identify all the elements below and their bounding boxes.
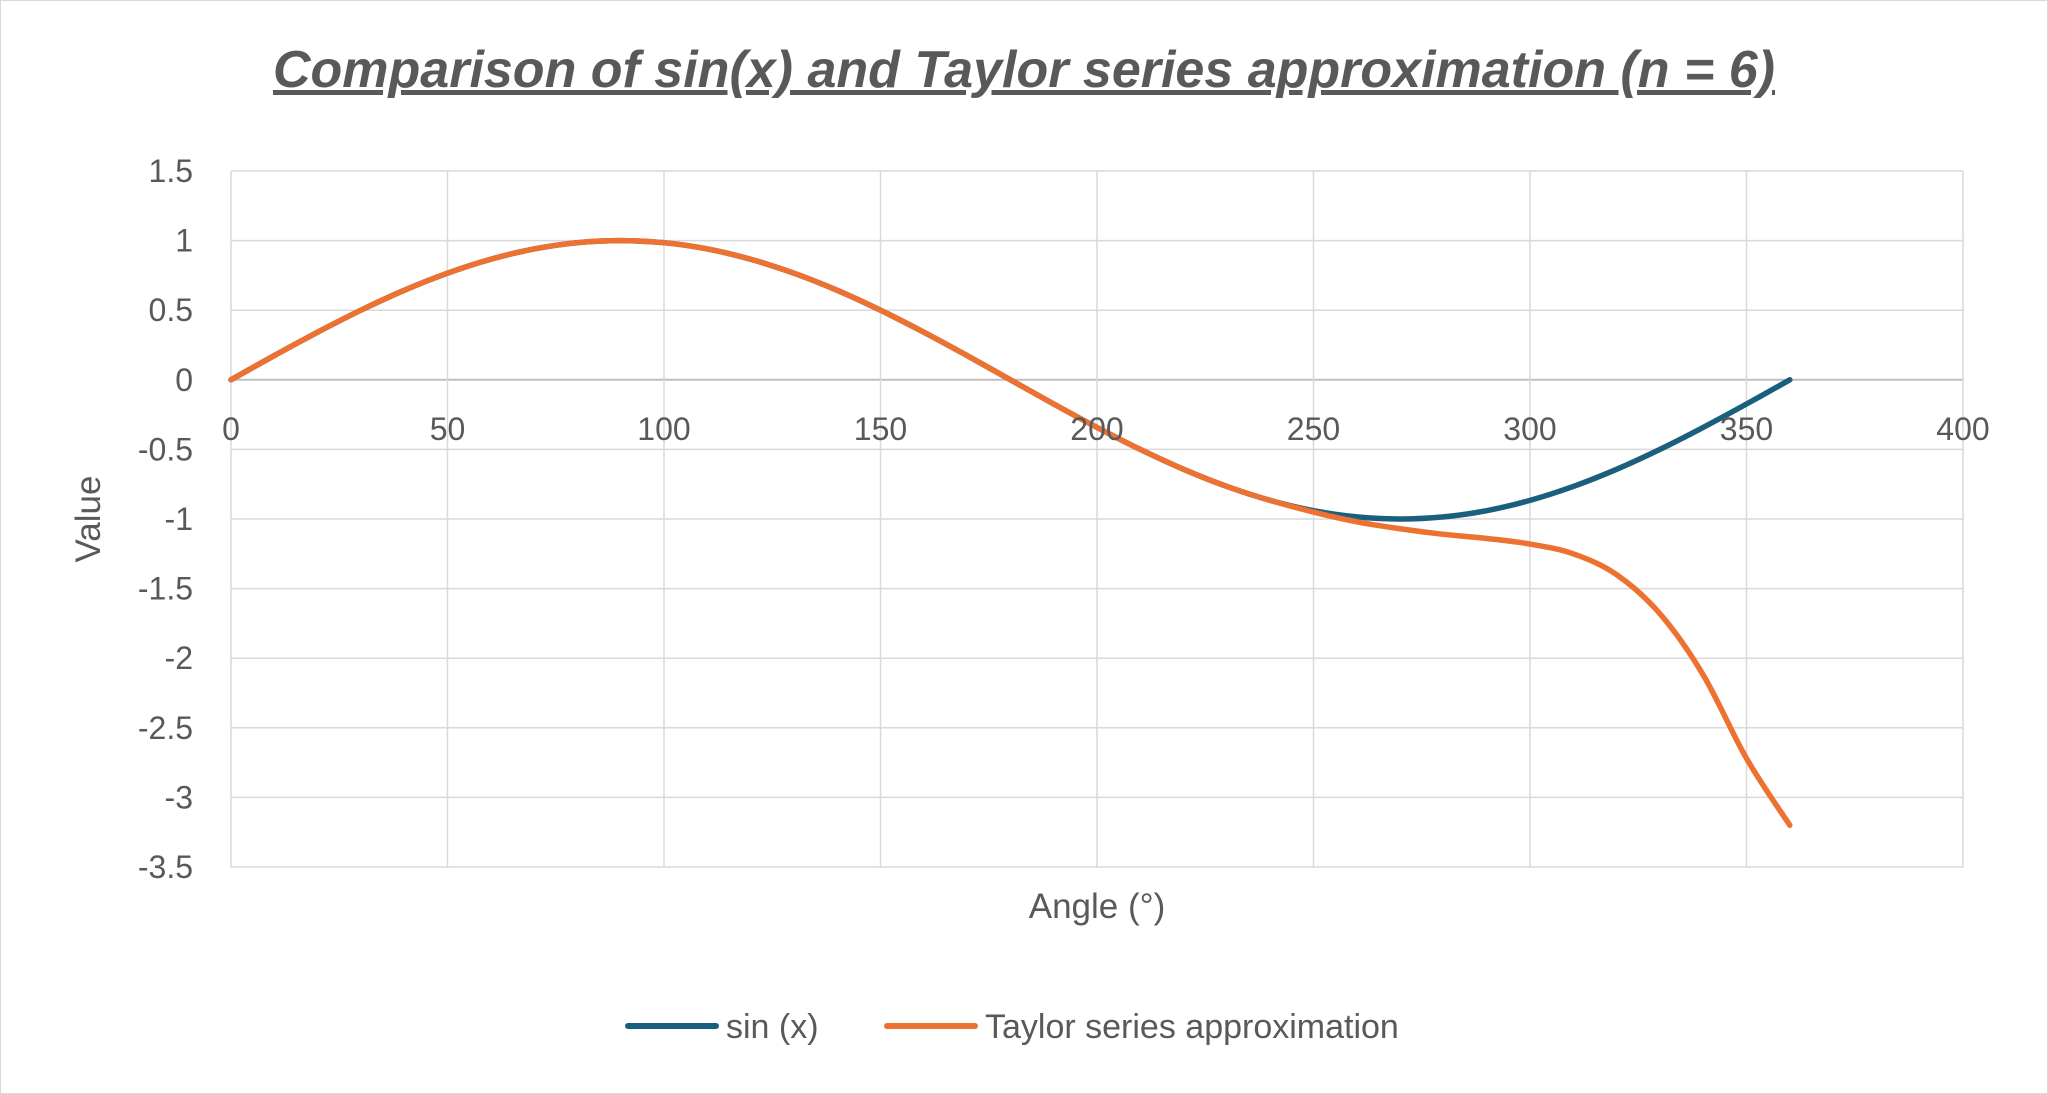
legend: sin (x) Taylor series approximation xyxy=(625,1008,1399,1046)
x-tick-label: 50 xyxy=(430,411,466,447)
y-tick-label: -2 xyxy=(165,640,193,676)
y-tick-label: -1.5 xyxy=(138,571,193,607)
series-line-taylor xyxy=(228,237,1793,828)
y-tick-label: -1 xyxy=(165,501,193,537)
x-tick-label: 200 xyxy=(1070,411,1123,447)
y-axis-title: Value xyxy=(69,476,108,563)
x-tick-label: 250 xyxy=(1287,411,1340,447)
y-tick-label: 1.5 xyxy=(149,153,193,189)
x-tick-label: 0 xyxy=(222,411,240,447)
y-tick-label: 0.5 xyxy=(149,292,193,328)
x-axis-title: Angle (°) xyxy=(1029,887,1166,926)
y-tick-label: 0 xyxy=(175,362,193,398)
y-tick-label: -3.5 xyxy=(138,849,193,885)
x-tick-label: 300 xyxy=(1503,411,1556,447)
y-tick-label: -3 xyxy=(165,779,193,815)
x-tick-label: 150 xyxy=(854,411,907,447)
legend-label: sin (x) xyxy=(726,1008,819,1046)
x-tick-label: 350 xyxy=(1720,411,1773,447)
chart-title: Comparison of sin(x) and Taylor series a… xyxy=(272,41,1776,99)
x-tick-label: 100 xyxy=(637,411,690,447)
legend-label: Taylor series approximation xyxy=(985,1008,1399,1046)
grid xyxy=(230,170,1964,868)
tick-labels: 1.5 1 0.5 0 -0.5 -1 -1.5 -2 -2.5 -3 -3.5 0 50 100 150 2… xyxy=(138,153,1990,885)
x-tick-label: 400 xyxy=(1936,411,1989,447)
series-layer xyxy=(228,237,1793,828)
y-tick-label: 1 xyxy=(175,223,193,259)
y-tick-label: -2.5 xyxy=(138,710,193,746)
y-tick-label: -0.5 xyxy=(138,431,193,467)
